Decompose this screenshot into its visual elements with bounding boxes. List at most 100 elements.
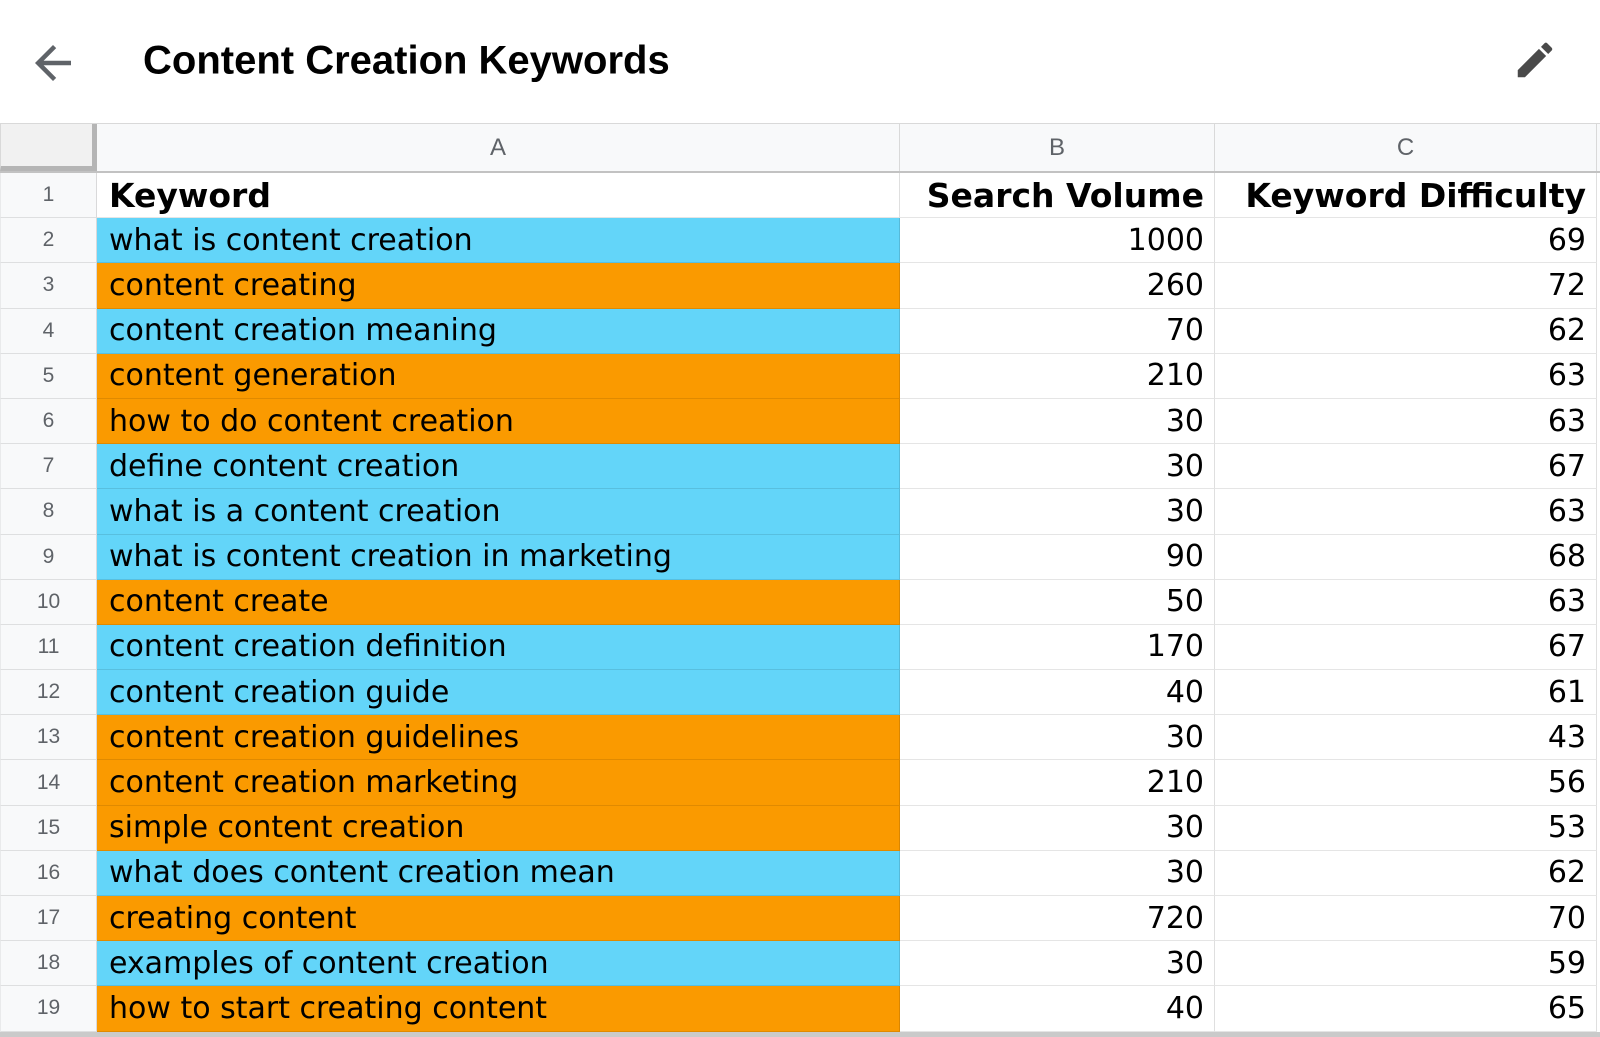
cell-keyword[interactable]: content creating [97, 263, 900, 309]
sheet-title: Content Creation Keywords [143, 38, 670, 83]
sheet-row: 5 content generation 210 63 [0, 353, 1600, 399]
cell-keyword-difficulty[interactable]: 59 [1215, 941, 1597, 987]
cell-search-volume[interactable]: 40 [900, 670, 1215, 716]
cell-keyword-difficulty[interactable]: 67 [1215, 444, 1597, 490]
row-number[interactable]: 16 [0, 850, 97, 896]
cell-keyword[interactable]: what does content creation mean [97, 850, 900, 896]
cell-keyword-difficulty[interactable]: 63 [1215, 489, 1597, 535]
back-button[interactable] [26, 36, 80, 90]
cell-keyword-difficulty[interactable]: 62 [1215, 308, 1597, 354]
row-number[interactable]: 11 [0, 624, 97, 671]
row-number[interactable]: 9 [0, 534, 97, 580]
column-header-a[interactable]: A [97, 124, 900, 171]
cell-search-volume[interactable]: 40 [900, 986, 1215, 1032]
cell-keyword-difficulty[interactable]: 43 [1215, 715, 1597, 761]
cell-keyword-difficulty[interactable]: 63 [1215, 579, 1597, 625]
cell-search-volume[interactable]: 50 [900, 579, 1215, 625]
cell-keyword[interactable]: content creation guide [97, 670, 900, 716]
sheet-row: 18 examples of content creation 30 59 [0, 941, 1600, 987]
cell-search-volume[interactable]: 1000 [900, 218, 1215, 264]
sheet-row: 14 content creation marketing 210 56 [0, 760, 1600, 806]
cell-keyword[interactable]: content creation meaning [97, 308, 900, 354]
row-number[interactable]: 18 [0, 941, 97, 987]
row-number[interactable]: 15 [0, 805, 97, 851]
row-number[interactable]: 17 [0, 896, 97, 942]
row-number[interactable]: 4 [0, 308, 97, 354]
edit-button[interactable] [1510, 36, 1560, 86]
cell-search-volume[interactable]: 30 [900, 398, 1215, 445]
row-number[interactable]: 13 [0, 715, 97, 761]
cell-search-volume[interactable]: 210 [900, 760, 1215, 806]
row-number[interactable]: 5 [0, 353, 97, 399]
cell-keyword[interactable]: content creation marketing [97, 760, 900, 806]
cell-search-volume[interactable]: 720 [900, 896, 1215, 942]
column-header-row: A B C [0, 123, 1600, 173]
rows-container: 1 Keyword Search Volume Keyword Difficulty 2… [0, 173, 1600, 1032]
cell-search-volume[interactable]: 30 [900, 941, 1215, 987]
cell-keyword[interactable]: content create [97, 579, 900, 625]
row-number[interactable]: 7 [0, 444, 97, 490]
cell-keyword-difficulty[interactable]: 65 [1215, 986, 1597, 1032]
sheet-row: 17 creating content 720 70 [0, 896, 1600, 942]
cell-keyword[interactable]: content generation [97, 353, 900, 399]
select-all-corner[interactable] [0, 124, 97, 171]
cell-search-volume[interactable]: 170 [900, 624, 1215, 671]
cell-keyword[interactable]: how to start creating content [97, 986, 900, 1032]
column-header-b[interactable]: B [900, 124, 1215, 171]
cell-search-volume[interactable]: 260 [900, 263, 1215, 309]
cell-keyword-difficulty[interactable]: 67 [1215, 624, 1597, 671]
cell-keyword[interactable]: examples of content creation [97, 941, 900, 987]
cell-search-volume[interactable]: 30 [900, 444, 1215, 490]
cell-keyword-difficulty[interactable]: 61 [1215, 670, 1597, 716]
cell-keyword-difficulty[interactable]: 70 [1215, 896, 1597, 942]
row-number[interactable]: 10 [0, 579, 97, 625]
row-number[interactable]: 6 [0, 398, 97, 445]
row-number[interactable]: 12 [0, 670, 97, 716]
sheet-row: 19 how to start creating content 40 65 [0, 986, 1600, 1032]
cell-search-volume[interactable]: 30 [900, 850, 1215, 896]
cell-keyword-difficulty[interactable]: 69 [1215, 218, 1597, 264]
cell-keyword-difficulty[interactable]: 53 [1215, 805, 1597, 851]
cell-keyword-difficulty[interactable]: 56 [1215, 760, 1597, 806]
header-cell-search-volume[interactable]: Search Volume [900, 173, 1215, 219]
app-bar: Content Creation Keywords [0, 0, 1600, 123]
cell-keyword[interactable]: what is a content creation [97, 489, 900, 535]
cell-keyword[interactable]: content creation guidelines [97, 715, 900, 761]
cell-search-volume[interactable]: 70 [900, 308, 1215, 354]
column-header-c[interactable]: C [1215, 124, 1597, 171]
cell-search-volume[interactable]: 90 [900, 534, 1215, 580]
sheet-header-row: 1 Keyword Search Volume Keyword Difficulty [0, 173, 1600, 219]
cell-keyword[interactable]: how to do content creation [97, 398, 900, 445]
back-arrow-icon [26, 45, 80, 93]
header-cell-keyword[interactable]: Keyword [97, 173, 900, 219]
cell-keyword-difficulty[interactable]: 63 [1215, 398, 1597, 445]
cell-keyword-difficulty[interactable]: 62 [1215, 850, 1597, 896]
cell-keyword[interactable]: what is content creation [97, 218, 900, 264]
header-cell-keyword-difficulty[interactable]: Keyword Difficulty [1215, 173, 1597, 219]
row-number[interactable]: 14 [0, 760, 97, 806]
cell-search-volume[interactable]: 30 [900, 489, 1215, 535]
cell-search-volume[interactable]: 30 [900, 715, 1215, 761]
sheet-row: 6 how to do content creation 30 63 [0, 398, 1600, 445]
cell-keyword-difficulty[interactable]: 63 [1215, 353, 1597, 399]
cell-keyword-difficulty[interactable]: 68 [1215, 534, 1597, 580]
cell-keyword-difficulty[interactable]: 72 [1215, 263, 1597, 309]
row-number[interactable]: 2 [0, 218, 97, 264]
sheet-row: 2 what is content creation 1000 69 [0, 218, 1600, 264]
row-number[interactable]: 1 [0, 173, 97, 219]
cell-keyword[interactable]: creating content [97, 896, 900, 942]
sheet-row: 11 content creation definition 170 67 [0, 624, 1600, 671]
cell-keyword[interactable]: content creation definition [97, 624, 900, 671]
cell-keyword[interactable]: define content creation [97, 444, 900, 490]
cell-keyword[interactable]: what is content creation in marketing [97, 534, 900, 580]
cell-keyword[interactable]: simple content creation [97, 805, 900, 851]
row-number[interactable]: 8 [0, 489, 97, 535]
sheet-row: 9 what is content creation in marketing 90… [0, 534, 1600, 580]
sheet-row: 12 content creation guide 40 61 [0, 670, 1600, 716]
cell-search-volume[interactable]: 30 [900, 805, 1215, 851]
row-number[interactable]: 3 [0, 263, 97, 309]
sheet-row: 13 content creation guidelines 30 43 [0, 715, 1600, 761]
row-number[interactable]: 19 [0, 986, 97, 1032]
cell-search-volume[interactable]: 210 [900, 353, 1215, 399]
